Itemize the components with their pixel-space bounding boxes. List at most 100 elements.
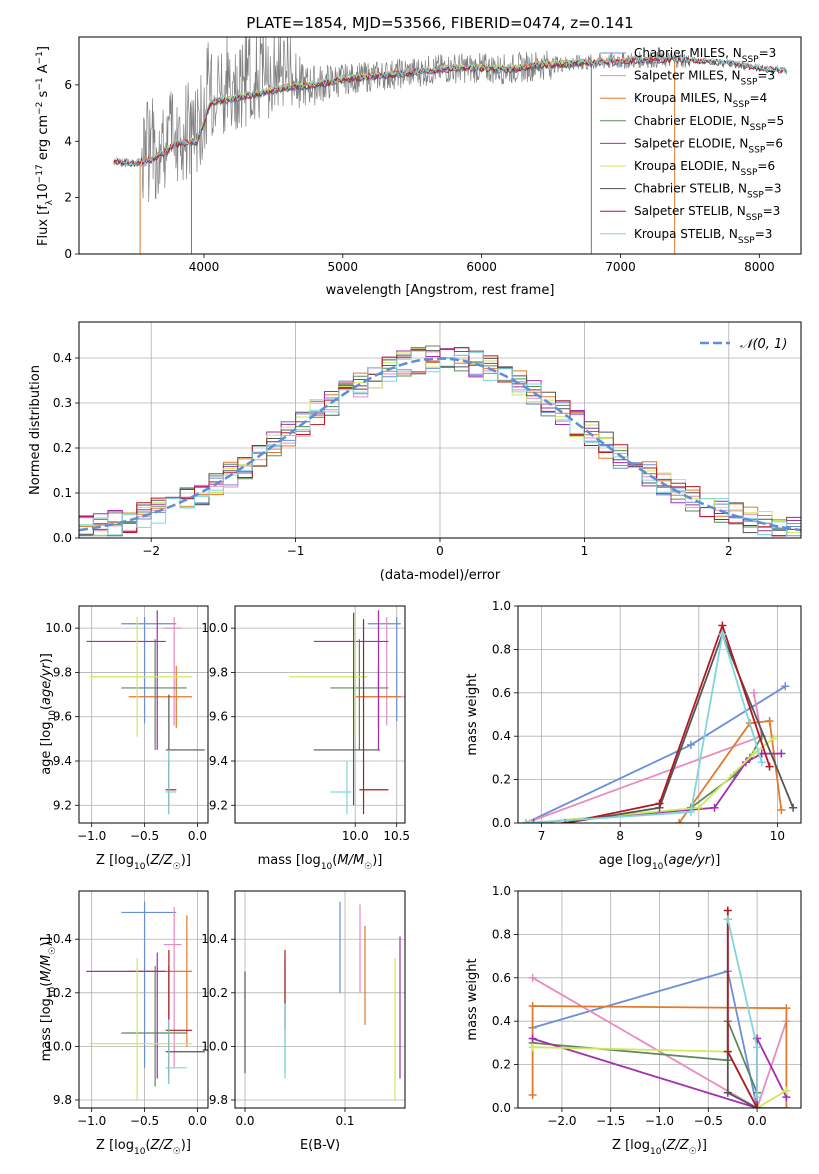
x-tick-label: −2.0: [547, 1114, 576, 1128]
gaussian-curve: [79, 357, 801, 532]
x-tick-label: 6000: [466, 260, 497, 274]
x-tick-label: 9: [695, 829, 703, 843]
axes-front-weight-vs-age: 7 8 9 10 0.0 0.2 0.4 0.6 0.8 1.0: [492, 599, 802, 843]
x-tick-label: 0.0: [235, 1114, 254, 1128]
axes-frame: [78, 36, 802, 255]
weight-point: [789, 803, 798, 812]
y-tick-label: 0.4: [492, 1014, 511, 1028]
y-tick-label: 9.4: [209, 754, 228, 768]
weight-point: [749, 749, 758, 758]
x-tick-label: −1.0: [645, 1114, 674, 1128]
weight-point: [528, 1002, 537, 1011]
histogram: [79, 347, 801, 538]
y-tick-label: 0.6: [492, 971, 511, 985]
weight-point: [769, 734, 778, 743]
axes-spectrum: 4000 5000 6000 7000 8000 0 2 4 6: [64, 36, 802, 274]
y-tick-label: 9.6: [209, 710, 228, 724]
legend-entry: Salpeter ELODIE, NSSP=6: [634, 136, 783, 155]
axes-mass-vs-z: −1.0 −0.5 0.0 9.8 10.0 10.2 10.4: [45, 890, 209, 1128]
weight-point: [686, 740, 695, 749]
weight-point: [723, 1088, 732, 1097]
weight-point: [675, 819, 684, 823]
axes-weight-vs-z: −2.0 −1.5 −1.0 −0.5 0.0 0.0 0.2 0.4 0.6 0.8 1.0: [492, 884, 802, 1128]
axes-front-age-vs-z: −1.0 −0.5 0.0 9.2 9.4 9.6 9.8 10.0: [45, 605, 209, 843]
weight-point: [723, 1047, 732, 1056]
x-axis-label: Z [log10(Z/Z☉)]: [96, 853, 191, 872]
y-tick-label: 10.2: [45, 986, 72, 1000]
plot-area-residuals: [79, 345, 801, 538]
x-tick-label: 10: [770, 829, 785, 843]
x-tick-label: 1: [581, 544, 589, 558]
y-tick-label: 6: [64, 78, 72, 92]
weight-point: [521, 819, 530, 823]
y-tick-label: 0.0: [53, 531, 72, 545]
x-tick-label: 7000: [605, 260, 636, 274]
y-tick-label: 0.8: [492, 927, 511, 941]
weight-point: [528, 973, 537, 982]
x-tick-label: −0.5: [130, 829, 159, 843]
legend-entry: Kroupa ELODIE, NSSP=6: [634, 159, 775, 178]
weight-point: [718, 630, 727, 639]
weight-line: [525, 633, 763, 823]
axes-residuals: −2 −1 0 1 2 0.0 0.1 0.2 0.3 0.4: [53, 321, 802, 558]
plot-area-mass-vs-ebv: [244, 901, 401, 1100]
weight-point: [528, 1090, 537, 1099]
weight-point: [782, 1086, 791, 1095]
x-tick-label: 0.0: [188, 1114, 207, 1128]
axes-front-age-vs-mass: 10.0 10.5 9.2 9.4 9.6 9.8 10.0: [201, 605, 410, 843]
weight-point: [777, 805, 786, 814]
weight-point: [753, 1104, 762, 1108]
x-tick-label: 10.0: [342, 829, 369, 843]
axes-frame: [78, 605, 209, 824]
y-tick-label: 1.0: [492, 884, 511, 898]
y-axis-label: Flux [fλ10−17 erg cm−2 s−1 A−1]: [35, 46, 55, 246]
y-tick-label: 0: [64, 247, 72, 261]
weight-point: [686, 808, 695, 817]
weight-line: [690, 735, 763, 809]
axes-front-spectrum: 4000 5000 6000 7000 8000 0 2 4 6: [64, 36, 802, 274]
x-tick-label: −0.5: [130, 1114, 159, 1128]
weight-point: [525, 819, 534, 823]
y-tick-label: 0.2: [492, 773, 511, 787]
legend-entry: Chabrier MILES, NSSP=3: [634, 46, 776, 65]
weight-line: [529, 737, 775, 823]
weight-point: [781, 682, 790, 691]
axes-age-vs-mass: 10.0 10.5 9.2 9.4 9.6 9.8 10.0: [201, 605, 410, 843]
x-tick-label: 2: [725, 544, 733, 558]
y-tick-label: 10.0: [201, 1039, 228, 1053]
x-axis-label: E(B-V): [300, 1138, 340, 1153]
y-axis-label: mass [log10(M/M☉)]: [39, 937, 58, 1062]
axes-front-weight-vs-z: −2.0 −1.5 −1.0 −0.5 0.0 0.0 0.2 0.4 0.6 0.8 1.0: [492, 884, 802, 1128]
weight-line: [565, 622, 771, 823]
weight-point: [777, 749, 786, 758]
y-tick-label: 0.4: [53, 351, 72, 365]
weight-line: [525, 685, 786, 823]
x-tick-label: −2: [142, 544, 160, 558]
y-tick-label: 0.1: [53, 486, 72, 500]
y-tick-label: 9.8: [53, 1093, 72, 1107]
x-tick-label: 10.5: [383, 829, 410, 843]
legend-entry: 𝒩(0, 1): [740, 337, 787, 352]
plot-area-spectrum: [113, 37, 788, 254]
y-axis-label: mass weight: [465, 958, 480, 1040]
x-axis-label: Z [log10(Z/Z☉)]: [612, 1138, 707, 1157]
x-axis-label: wavelength [Angstrom, rest frame]: [326, 283, 555, 298]
y-tick-label: 10.2: [201, 986, 228, 1000]
y-tick-label: 4: [64, 134, 72, 148]
weight-point: [723, 915, 732, 924]
legend-entry: Chabrier STELIB, NSSP=3: [634, 182, 782, 201]
x-axis-label: Z [log10(Z/Z☉)]: [96, 1138, 191, 1157]
legend-entry: Kroupa MILES, NSSP=4: [634, 91, 767, 110]
x-tick-label: 0.0: [188, 829, 207, 843]
y-tick-label: 0.4: [492, 729, 511, 743]
y-tick-label: 10.0: [201, 621, 228, 635]
axes-front-mass-vs-ebv: 0.0 0.1 9.8 10.0 10.2 10.4: [201, 890, 406, 1128]
y-tick-label: 9.2: [53, 798, 72, 812]
y-tick-label: 10.0: [45, 621, 72, 635]
y-tick-label: 0.3: [53, 396, 72, 410]
x-tick-label: 4000: [189, 260, 220, 274]
weight-point: [655, 799, 664, 808]
legend-entry: Salpeter STELIB, NSSP=3: [634, 204, 780, 223]
y-tick-label: 9.6: [53, 710, 72, 724]
